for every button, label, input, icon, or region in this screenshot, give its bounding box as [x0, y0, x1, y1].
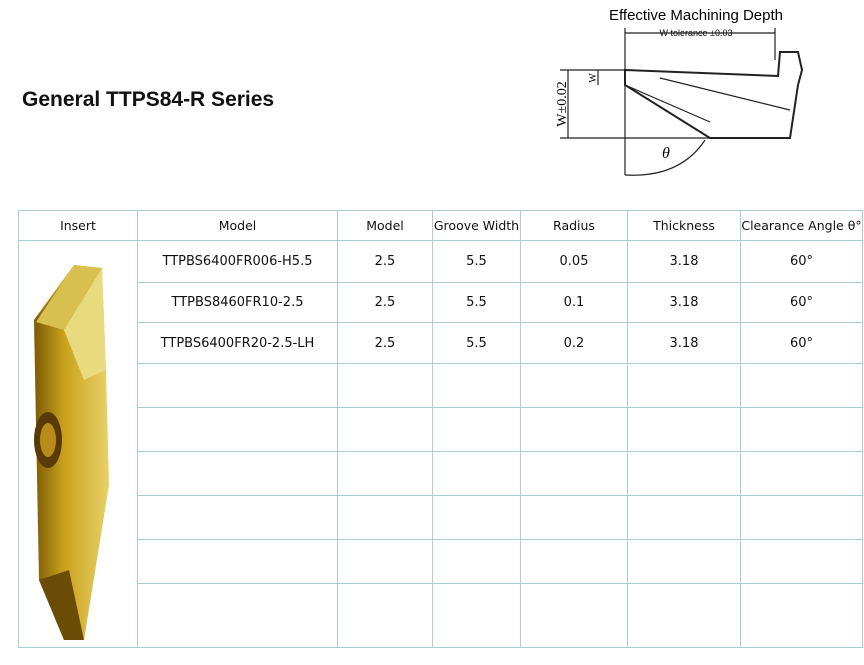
- table-cell: 5.5: [432, 240, 521, 283]
- empty-cell: [740, 407, 863, 452]
- empty-cell: [627, 539, 741, 584]
- table-cell: 5.5: [432, 282, 521, 323]
- empty-cell: [337, 407, 433, 452]
- table-cell: 60°: [740, 322, 863, 364]
- column-header: Clearance Angle θ°: [740, 210, 863, 241]
- tool-outline: [560, 28, 804, 176]
- page-title: General TTPS84-R Series: [22, 88, 275, 111]
- empty-cell: [432, 539, 521, 584]
- column-header: Thickness: [627, 210, 741, 241]
- empty-cell: [740, 451, 863, 496]
- empty-cell: [740, 495, 863, 540]
- empty-cell: [137, 495, 338, 540]
- empty-cell: [337, 363, 433, 408]
- empty-cell: [337, 583, 433, 648]
- column-header: Model: [337, 210, 433, 241]
- empty-cell: [432, 451, 521, 496]
- table-row: TTPBS6400FR20-2.5-LH 2.5 5.5 0.2 3.18 60°: [19, 322, 863, 364]
- table-cell: 2.5: [337, 322, 433, 364]
- empty-cell: [432, 495, 521, 540]
- dimension-diagram: Effective Machining Depth W tolerance ±0…: [555, 7, 804, 176]
- diagram-caption: Effective Machining Depth: [609, 7, 783, 24]
- empty-row: [19, 495, 863, 540]
- angle-label: θ: [662, 145, 670, 162]
- empty-cell: [432, 583, 521, 648]
- table-row: TTPBS8460FR10-2.5 2.5 5.5 0.1 3.18 60°: [19, 282, 863, 323]
- empty-cell: [627, 583, 741, 648]
- empty-cell: [137, 583, 338, 648]
- width-label: W±0.02: [555, 81, 570, 126]
- empty-cell: [137, 407, 338, 452]
- table-cell: TTPBS6400FR006-H5.5: [137, 240, 338, 283]
- empty-row: [19, 451, 863, 496]
- header-row: Insert Model Model Groove Width Radius Thickn…: [18, 210, 863, 241]
- table-cell: 0.2: [520, 322, 628, 364]
- empty-cell: [627, 451, 741, 496]
- empty-cell: [627, 363, 741, 408]
- table-row: TTPBS6400FR006-H5.5 2.5 5.5 0.05 3.18 60°: [18, 240, 863, 648]
- column-header: Radius: [520, 210, 628, 241]
- table-cell: 0.05: [520, 240, 628, 283]
- empty-cell: [520, 583, 628, 648]
- column-header: Model: [137, 210, 338, 241]
- column-header: Insert: [18, 210, 138, 241]
- table-cell: 0.1: [520, 282, 628, 323]
- empty-row: [19, 363, 863, 408]
- empty-cell: [337, 539, 433, 584]
- small-width-label: W: [588, 73, 599, 83]
- table-cell: TTPBS8460FR10-2.5: [137, 282, 338, 323]
- table-cell: 2.5: [337, 282, 433, 323]
- empty-cell: [520, 363, 628, 408]
- empty-cell: [627, 407, 741, 452]
- empty-cell: [627, 495, 741, 540]
- insert-image: [34, 265, 109, 640]
- empty-cell: [740, 539, 863, 584]
- table-cell: 3.18: [627, 322, 741, 364]
- table-cell: 60°: [740, 240, 863, 283]
- empty-cell: [740, 363, 863, 408]
- spec-table: Insert Model Model Groove Width Radius Thickn…: [18, 210, 863, 648]
- table-cell: 3.18: [627, 240, 741, 283]
- empty-row: [19, 539, 863, 584]
- table-cell: 5.5: [432, 322, 521, 364]
- empty-cell: [137, 539, 338, 584]
- table-cell: 2.5: [337, 240, 433, 283]
- empty-cell: [337, 451, 433, 496]
- column-header: Groove Width: [432, 210, 521, 241]
- table-body: TTPBS6400FR006-H5.5 2.5 5.5 0.05 3.18 60° TTPB…: [18, 240, 863, 648]
- empty-cell: [137, 363, 338, 408]
- table-cell: TTPBS6400FR20-2.5-LH: [137, 322, 338, 364]
- empty-row: [19, 583, 863, 648]
- empty-cell: [740, 583, 863, 648]
- empty-cell: [520, 539, 628, 584]
- empty-cell: [520, 495, 628, 540]
- table-cell: 60°: [740, 282, 863, 323]
- table-cell: 3.18: [627, 282, 741, 323]
- empty-cell: [337, 495, 433, 540]
- empty-cell: [520, 407, 628, 452]
- empty-cell: [432, 363, 521, 408]
- empty-cell: [137, 451, 338, 496]
- empty-cell: [432, 407, 521, 452]
- empty-row: [19, 407, 863, 452]
- empty-cell: [520, 451, 628, 496]
